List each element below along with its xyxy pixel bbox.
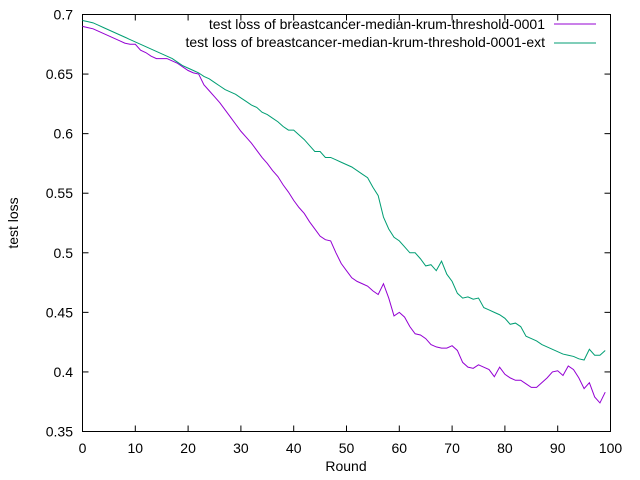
- y-tick-label: 0.55: [46, 185, 73, 201]
- legend-label-series-2: test loss of breastcancer-median-krum-th…: [186, 34, 546, 50]
- series-line-2: [82, 19, 606, 361]
- series-line-1: [82, 25, 606, 404]
- x-tick-label: 40: [286, 440, 302, 456]
- x-tick-label: 80: [497, 440, 513, 456]
- x-tick-label: 70: [444, 440, 460, 456]
- y-axis-label: test loss: [5, 197, 21, 248]
- legend: test loss of breastcancer-median-krum-th…: [186, 16, 596, 50]
- x-tick-label: 60: [392, 440, 408, 456]
- x-tick-label: 0: [79, 440, 87, 456]
- y-tick-label: 0.7: [54, 7, 74, 23]
- y-tick-label: 0.4: [54, 364, 74, 380]
- y-tick-label: 0.35: [46, 424, 73, 440]
- y-tick-label: 0.5: [54, 245, 74, 261]
- series-lines: [82, 19, 606, 404]
- y-tick-label: 0.6: [54, 126, 74, 142]
- x-tick-label: 50: [339, 440, 355, 456]
- x-tick-label: 30: [233, 440, 249, 456]
- x-tick-label: 10: [128, 440, 144, 456]
- x-tick-label: 100: [599, 440, 623, 456]
- x-tick-labels: 0 10 20 30 40 50 60 70 80 90 100: [79, 440, 623, 456]
- y-tick-labels: 0.35 0.4 0.45 0.5 0.55 0.6 0.65 0.7: [46, 7, 73, 440]
- x-tick-label: 90: [550, 440, 566, 456]
- y-tick-label: 0.65: [46, 66, 73, 82]
- y-tick-label: 0.45: [46, 304, 73, 320]
- axis-ticks: [82, 14, 611, 432]
- x-tick-label: 20: [180, 440, 196, 456]
- legend-label-series-1: test loss of breastcancer-median-krum-th…: [209, 16, 545, 32]
- x-axis-label: Round: [325, 458, 366, 474]
- plot-frame: [82, 14, 611, 432]
